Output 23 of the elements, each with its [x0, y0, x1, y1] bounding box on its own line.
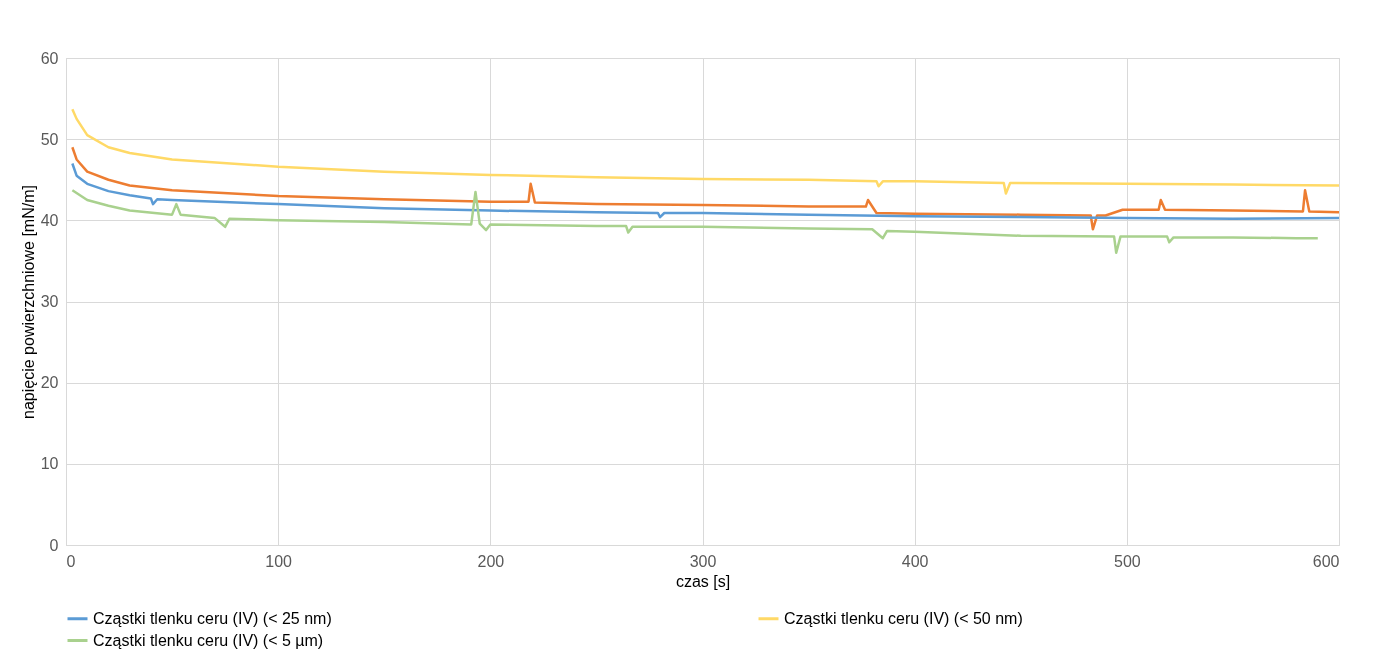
x-tick-label: 400 — [901, 552, 929, 570]
legend-label: Cząstki tlenku ceru (IV) (< 25 nm) — [93, 609, 332, 627]
y-axis-title: napięcie powierzchniowe [mN/m] — [19, 185, 37, 419]
x-tick-label: 200 — [477, 552, 505, 570]
line-series — [71, 189, 1320, 255]
line-series — [71, 146, 1339, 231]
x-axis-title: czas [s] — [675, 572, 731, 590]
y-tick-label: 10 — [40, 455, 59, 473]
y-tick-label: 50 — [40, 130, 59, 148]
line-series — [71, 107, 1339, 195]
line-series — [71, 162, 1339, 220]
y-tick-label: 20 — [40, 374, 59, 392]
x-tick-label: 300 — [689, 552, 717, 570]
y-tick-label: 40 — [40, 211, 59, 229]
x-tick-label: 0 — [66, 552, 76, 570]
x-tick-label: 100 — [265, 552, 293, 570]
x-tick-label: 500 — [1113, 552, 1141, 570]
y-tick-label: 30 — [40, 293, 59, 310]
x-tick-label: 600 — [1312, 552, 1340, 570]
y-tick-label: 0 — [49, 536, 59, 554]
legend-label: Cząstki tlenku ceru (IV) (< 5 µm) — [93, 631, 324, 649]
legend-label: Cząstki tlenku ceru (IV) (< 50 nm) — [784, 609, 1023, 627]
y-tick-label: 60 — [40, 49, 59, 67]
